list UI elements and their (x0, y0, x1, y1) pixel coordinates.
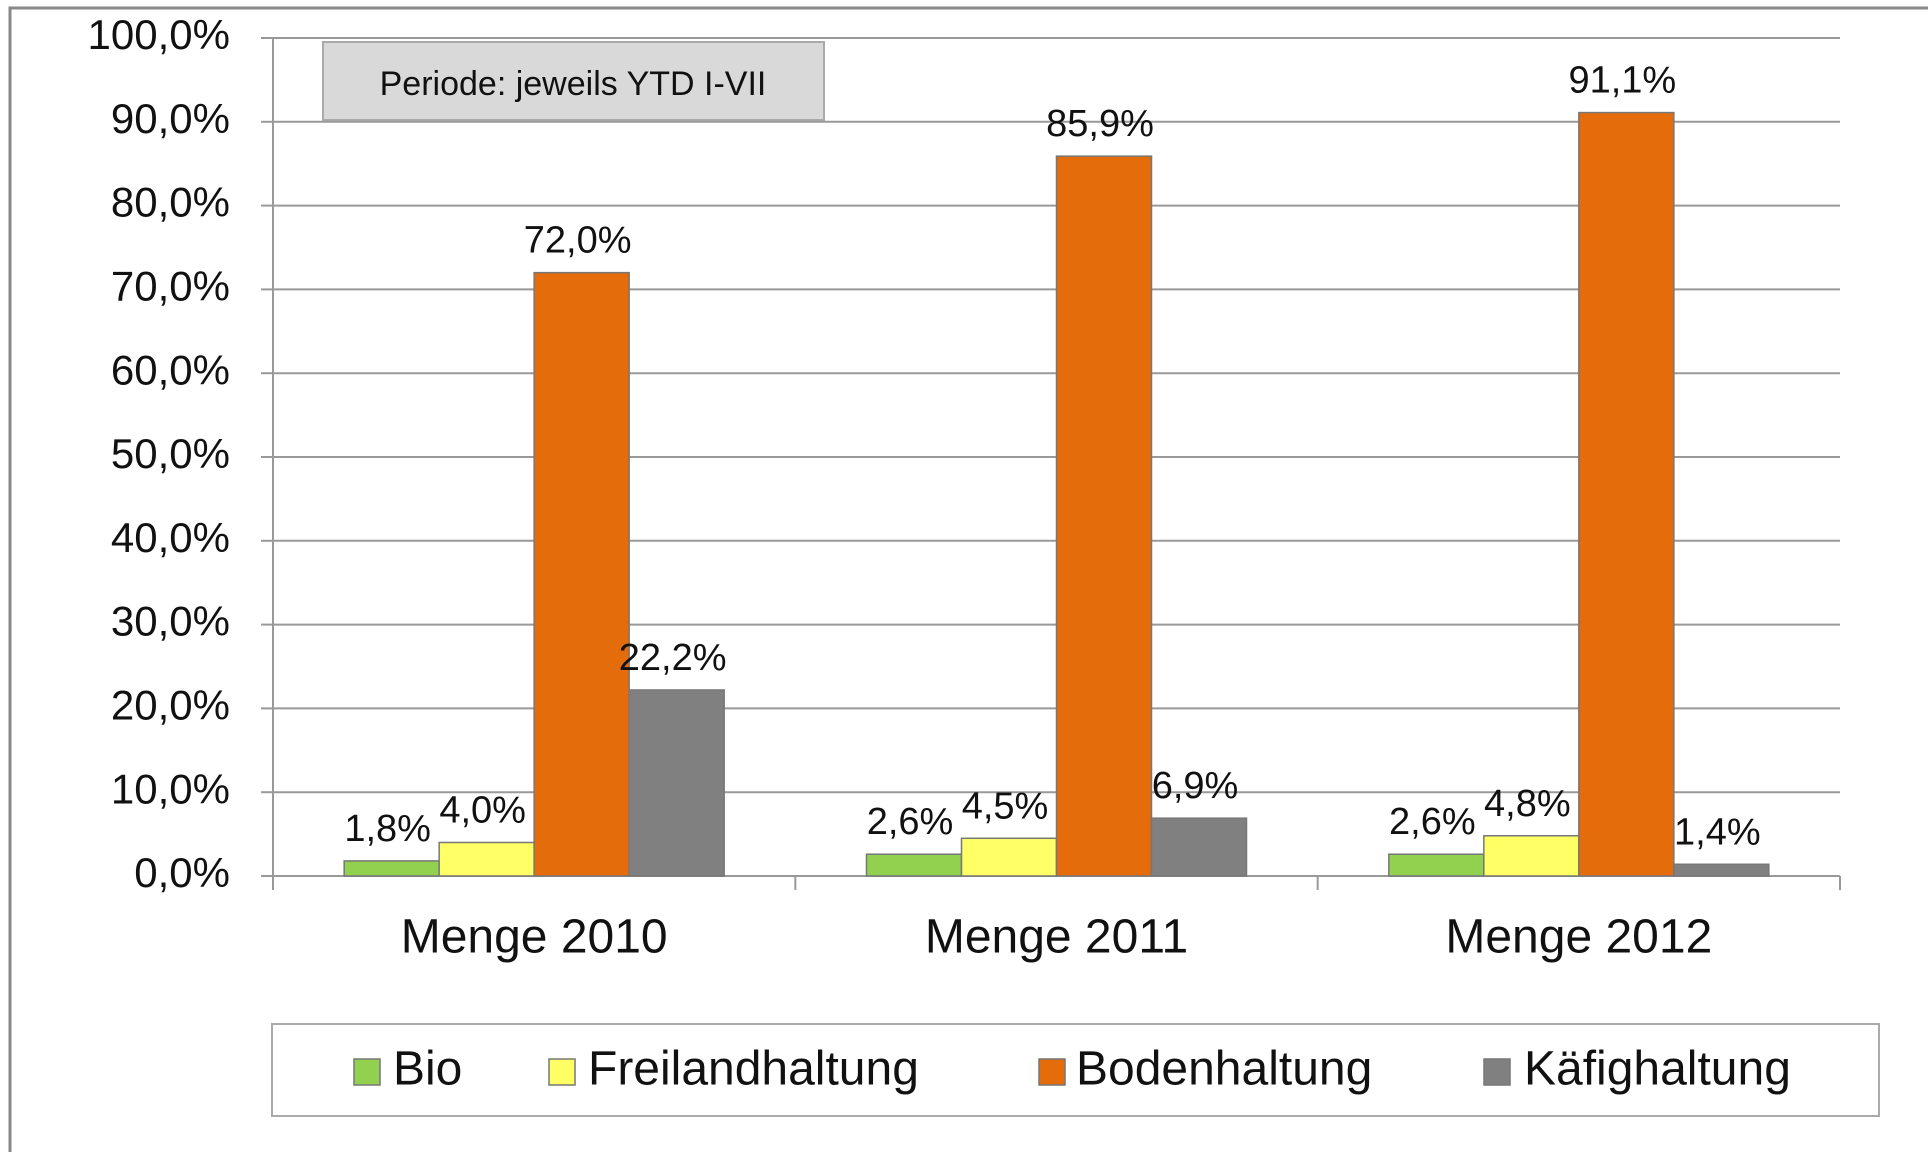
x-tick-label: Menge 2012 (1445, 911, 1712, 964)
y-tick-label: 80,0% (111, 179, 230, 226)
bar (1578, 111, 1675, 877)
bar (1055, 155, 1153, 877)
legend-swatch (353, 1058, 381, 1086)
data-label: 85,9% (1046, 103, 1154, 145)
data-label: 72,0% (524, 220, 632, 262)
x-tick-label: Menge 2011 (925, 911, 1188, 964)
data-label: 1,4% (1674, 811, 1761, 853)
bar (865, 853, 963, 877)
bar (438, 841, 535, 877)
legend-label: Bio (393, 1043, 462, 1096)
annotation-box (322, 41, 825, 121)
legend-label: Käfighaltung (1524, 1043, 1791, 1096)
bar (628, 689, 725, 877)
y-tick-label: 30,0% (111, 598, 230, 645)
y-tick-label: 10,0% (111, 765, 230, 812)
data-label: 4,0% (439, 790, 526, 832)
legend-swatch (1038, 1058, 1066, 1086)
bar (1388, 853, 1485, 877)
data-label: 6,9% (1152, 765, 1239, 807)
y-tick-label: 100,0% (88, 11, 230, 58)
legend-box (271, 1023, 1880, 1117)
y-tick-label: 60,0% (111, 346, 230, 393)
data-label: 1,8% (344, 808, 431, 850)
data-label: 91,1% (1568, 60, 1676, 102)
y-tick-label: 50,0% (111, 430, 230, 477)
annotation: Periode: jeweils YTD I-VII (380, 65, 767, 103)
data-label: 2,6% (1389, 801, 1476, 843)
data-label: 2,6% (867, 801, 954, 843)
bar (1483, 835, 1580, 877)
y-tick-label: 70,0% (111, 262, 230, 309)
bar (533, 271, 630, 877)
legend-swatch (1483, 1058, 1511, 1086)
y-tick-label: 90,0% (111, 95, 230, 142)
data-label: 4,8% (1484, 783, 1571, 825)
bar (343, 860, 440, 877)
bar (960, 837, 1058, 877)
data-label: 4,5% (962, 785, 1049, 827)
y-tick-label: 20,0% (111, 681, 230, 728)
x-tick-label: Menge 2010 (401, 911, 668, 964)
legend-label: Bodenhaltung (1076, 1043, 1372, 1096)
legend-label: Freilandhaltung (588, 1043, 919, 1096)
legend-swatch (548, 1058, 576, 1086)
bar (1673, 863, 1770, 877)
y-tick-label: 0,0% (134, 849, 230, 896)
bar (1150, 817, 1248, 877)
data-label: 22,2% (619, 637, 727, 679)
y-tick-label: 40,0% (111, 514, 230, 561)
